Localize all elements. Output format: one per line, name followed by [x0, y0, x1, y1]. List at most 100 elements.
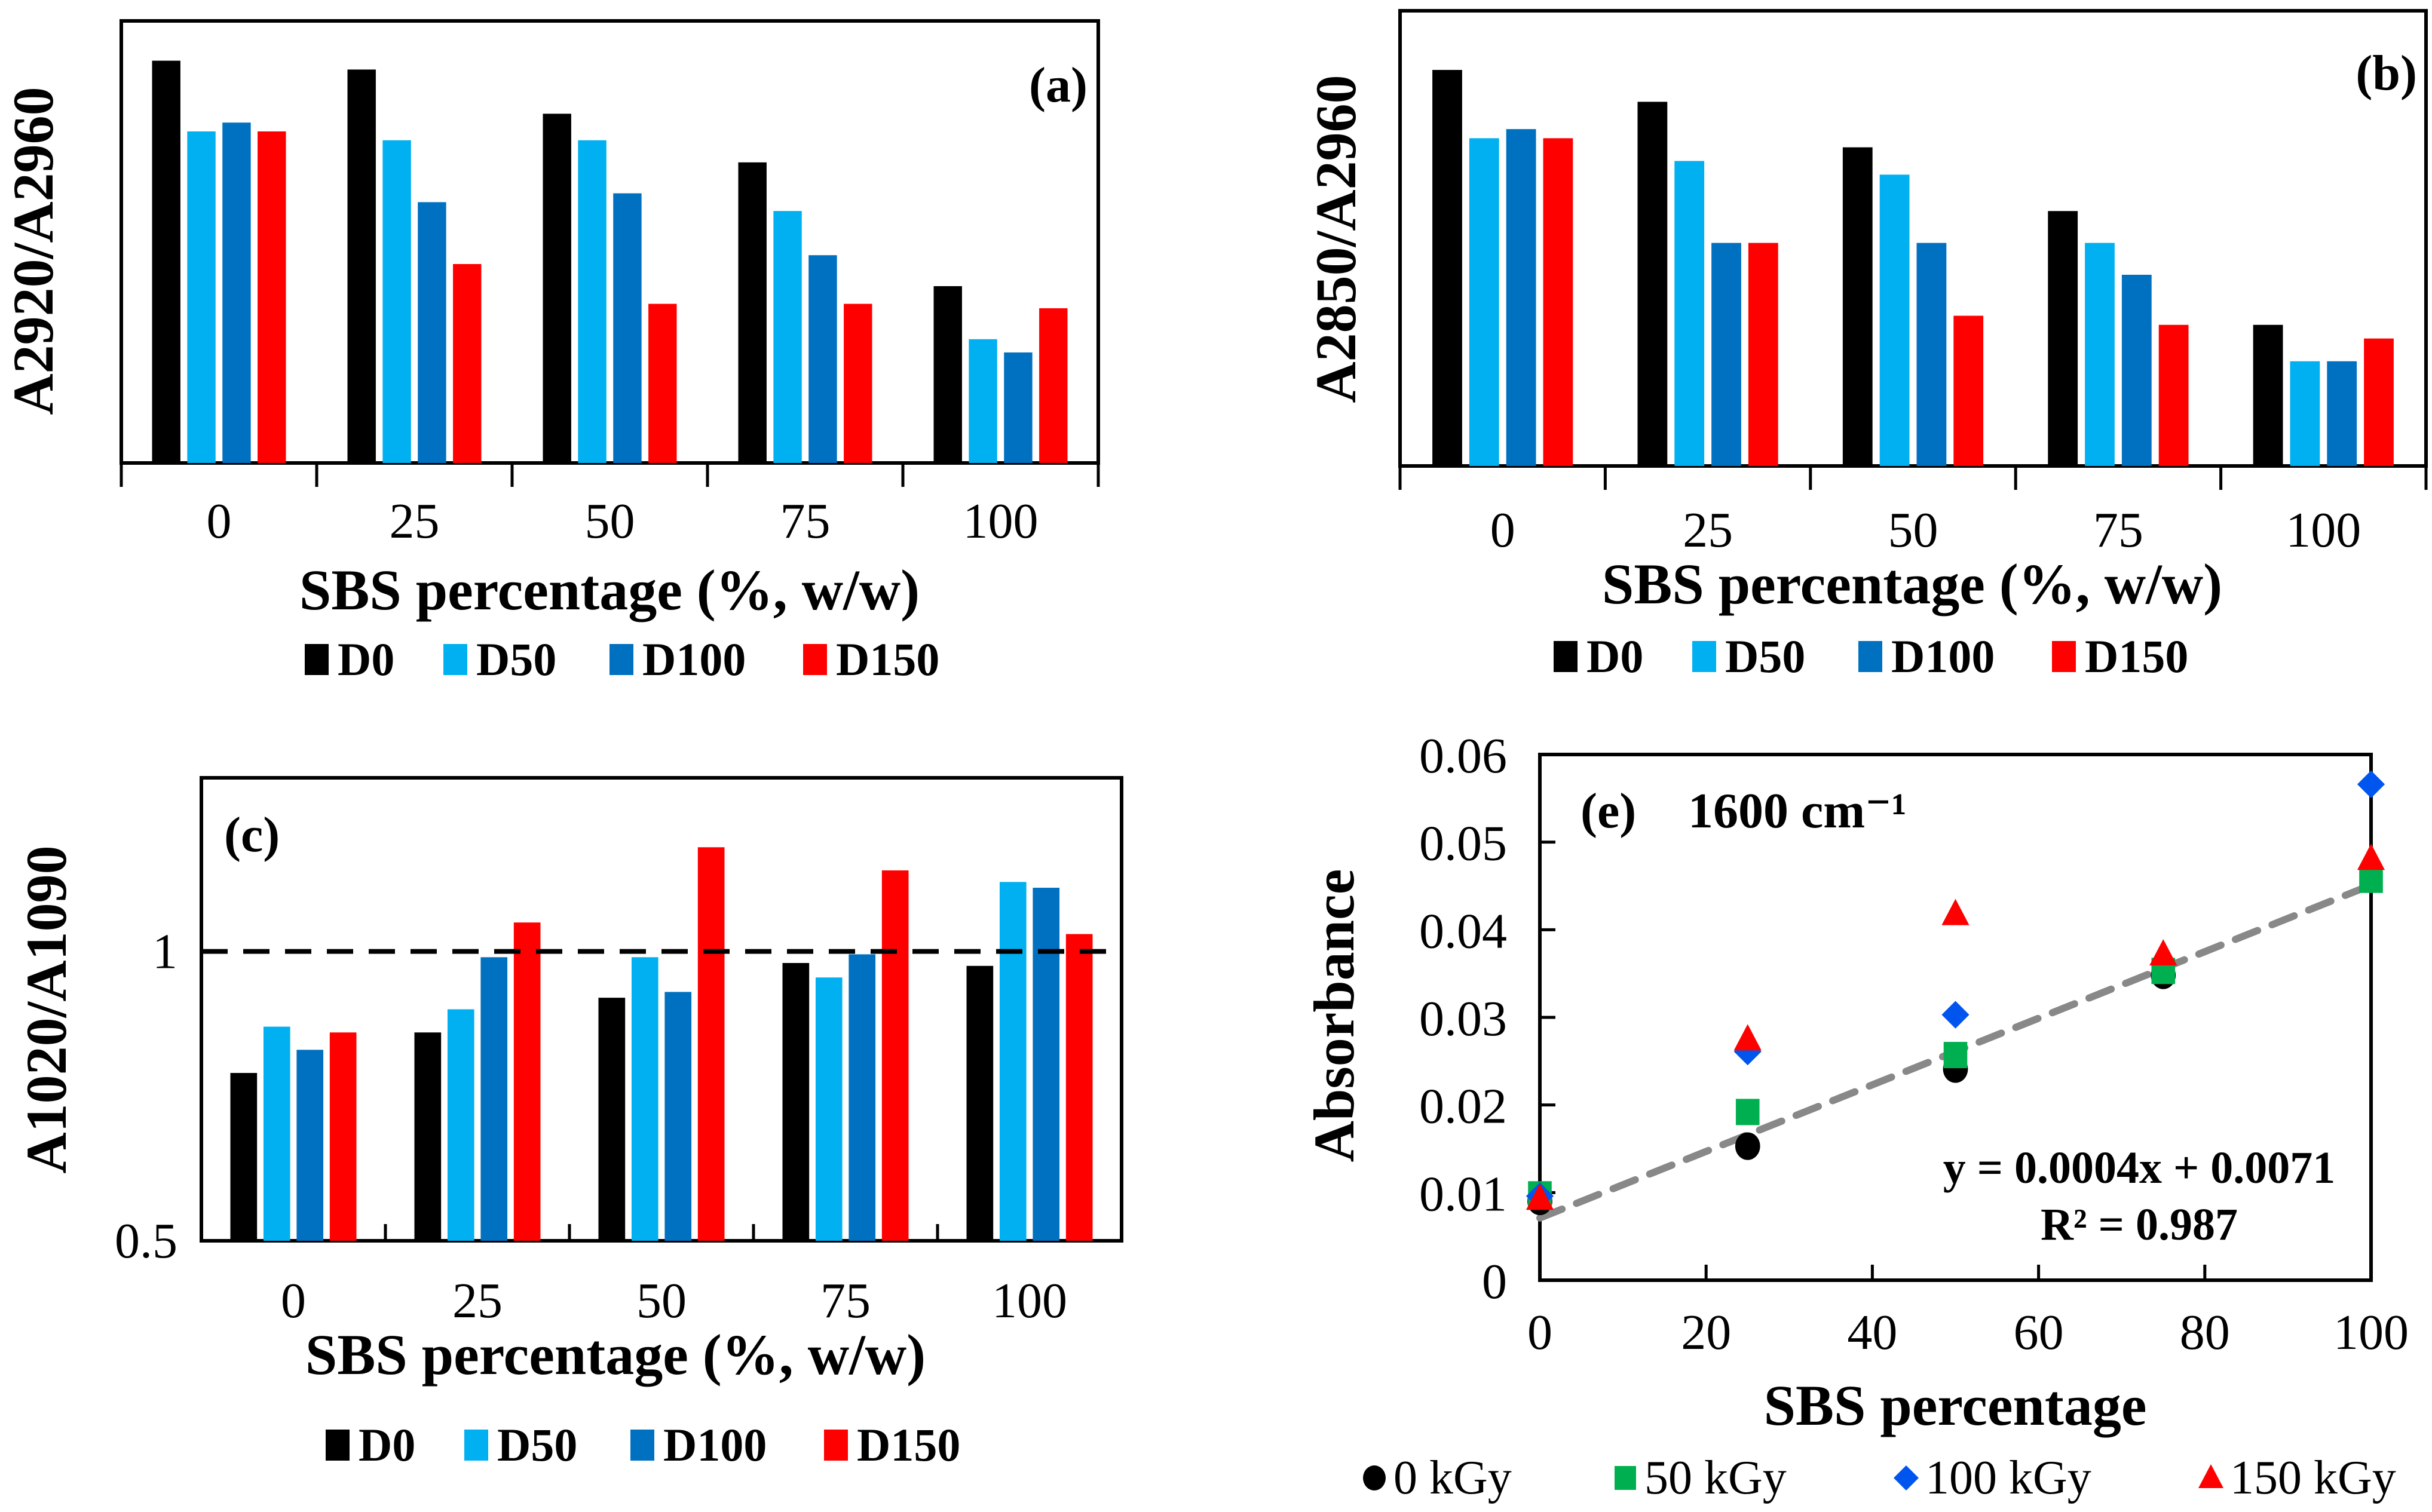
bar-a-D0-0 [152, 60, 180, 464]
panel-e-ticks [1540, 841, 2207, 1280]
bar-b-D100-25 [1711, 243, 1741, 466]
legend-item-D0: D0 [305, 633, 394, 685]
x-tick-label: 75 [780, 493, 831, 549]
panel-c-x-axis-title: SBS percentage (%, w/w) [305, 1323, 926, 1387]
bar-a-D100-0 [222, 122, 251, 463]
legend-swatch [1554, 641, 1578, 672]
y-tick-label: 0.05 [1419, 816, 1507, 872]
panel-a-frame [120, 19, 1100, 465]
bar-c-D150-50 [697, 847, 725, 1241]
panel-e-points [1526, 770, 2385, 1216]
legend-label: D0 [338, 633, 394, 685]
bar-b-D150-0 [1543, 138, 1573, 467]
x-tick-label: 0 [207, 493, 232, 549]
panel-b-bars [1432, 70, 2394, 467]
bar-b-D100-50 [1916, 243, 1947, 466]
bar-c-D0-100 [966, 965, 994, 1241]
x-tick-label: 20 [1681, 1305, 1731, 1360]
bar-c-D50-50 [631, 957, 658, 1241]
panel-a-x-ticks [120, 463, 1100, 487]
legend-swatch [464, 1430, 488, 1461]
legend-swatch [305, 644, 329, 675]
bar-a-D150-0 [258, 131, 286, 463]
bar-a-D50-100 [969, 339, 997, 463]
panel-c-y-tick-labels: 0.51 [115, 924, 177, 1269]
bar-c-D150-75 [881, 870, 909, 1241]
bar-a-D100-100 [1004, 352, 1033, 463]
panel-a-y-axis-title: A2920/A2960 [1, 87, 65, 415]
y-tick-label: 0.03 [1419, 991, 1507, 1047]
legend-item-D50: D50 [1692, 630, 1805, 682]
bar-a-D50-0 [187, 131, 216, 463]
panel-b-x-tick-labels: 0 25 50 75 100 [1490, 502, 2361, 558]
bar-a-D100-50 [613, 193, 642, 463]
bar-a-D0-75 [738, 162, 767, 463]
panel-b-legend: D0 D50 D100 D150 [1554, 630, 2188, 682]
x-tick-label: 50 [585, 493, 635, 549]
point-150kGy-x0 [1526, 1183, 1554, 1210]
bar-a-D50-75 [773, 211, 802, 463]
panel-a-label: (a) [1029, 57, 1088, 113]
x-tick-label: 0 [281, 1273, 306, 1329]
panel-c-bars [230, 847, 1093, 1241]
bar-c-D100-25 [480, 957, 508, 1241]
x-tick-label: 50 [636, 1273, 687, 1329]
legend-item-50-kGy: 50 kGy [1615, 1452, 1787, 1504]
legend-swatch [1692, 641, 1716, 672]
panel-a-bars [152, 60, 1068, 464]
point-0kGy-x25 [1735, 1132, 1760, 1160]
legend-item-D100: D100 [1858, 630, 1995, 682]
bar-c-D150-25 [513, 922, 541, 1241]
bar-c-D50-0 [263, 1026, 290, 1241]
x-tick-label: 50 [1888, 502, 1938, 558]
bar-c-D50-25 [447, 1009, 474, 1241]
panel-c: 0.51 (c) A1020/A1090 SBS percentage (%, … [14, 776, 1123, 1471]
legend-label: D150 [836, 633, 939, 685]
x-tick-label: 80 [2180, 1305, 2230, 1360]
legend-item-D50: D50 [443, 633, 556, 685]
panel-b-x-ticks [1398, 466, 2428, 490]
legend-marker-square [1615, 1466, 1636, 1490]
panel-c-label: (c) [224, 807, 280, 863]
panel-b: (b) A2850/A2960 SBS percentage (%, w/w) … [1304, 9, 2428, 682]
legend-item-D150: D150 [824, 1419, 960, 1471]
y-tick-label: 0.02 [1419, 1079, 1507, 1134]
y-tick-label: 0.04 [1419, 903, 1507, 959]
legend-item-D0: D0 [1554, 630, 1643, 682]
x-tick-label: 75 [2093, 502, 2143, 558]
panel-e-x-tick-labels: 0 20 40 60 80 100 [1527, 1305, 2409, 1360]
panel-e-title: 1600 cm⁻¹ [1688, 783, 1907, 839]
bar-a-D0-25 [347, 69, 376, 463]
bar-b-D100-100 [2327, 361, 2357, 466]
point-150kGy-x100 [2357, 844, 2385, 870]
point-100kGy-x50 [1941, 1001, 1970, 1029]
bar-b-D0-0 [1432, 70, 1462, 466]
panel-c-x-tick-labels: 0 25 50 75 100 [281, 1273, 1067, 1329]
panel-e-equation: y = 0.0004x + 0.0071 [1943, 1143, 2336, 1193]
x-tick-label: 100 [2286, 502, 2361, 558]
bar-b-D100-75 [2121, 274, 2152, 466]
panel-e-label: (e) [1581, 783, 1636, 839]
panel-c-legend: D0 D50 D100 D150 [326, 1419, 960, 1471]
legend-swatch [2052, 641, 2076, 672]
y-tick-label: 0.5 [115, 1213, 177, 1269]
bar-c-D100-100 [1033, 888, 1060, 1241]
bar-c-D0-75 [782, 963, 810, 1241]
bar-b-D50-50 [1879, 174, 1910, 466]
panel-c-x-ticks [384, 1224, 939, 1241]
legend-swatch [443, 644, 467, 675]
legend-item-D100: D100 [630, 1419, 767, 1471]
y-tick-label: 0 [1482, 1254, 1507, 1309]
panel-c-y-axis-title: A1020/A1090 [14, 845, 78, 1173]
legend-item-D100: D100 [609, 633, 746, 685]
legend-label: D100 [642, 633, 746, 685]
legend-swatch [630, 1430, 654, 1461]
bar-c-D100-50 [664, 992, 692, 1241]
panel-b-y-axis-title: A2850/A2960 [1304, 75, 1368, 403]
point-50kGy-x50 [1943, 1042, 1968, 1069]
bar-a-D0-50 [543, 114, 571, 463]
bar-b-D150-100 [2364, 338, 2394, 466]
bar-c-D150-0 [329, 1032, 357, 1241]
legend-label: D100 [1891, 630, 1995, 682]
